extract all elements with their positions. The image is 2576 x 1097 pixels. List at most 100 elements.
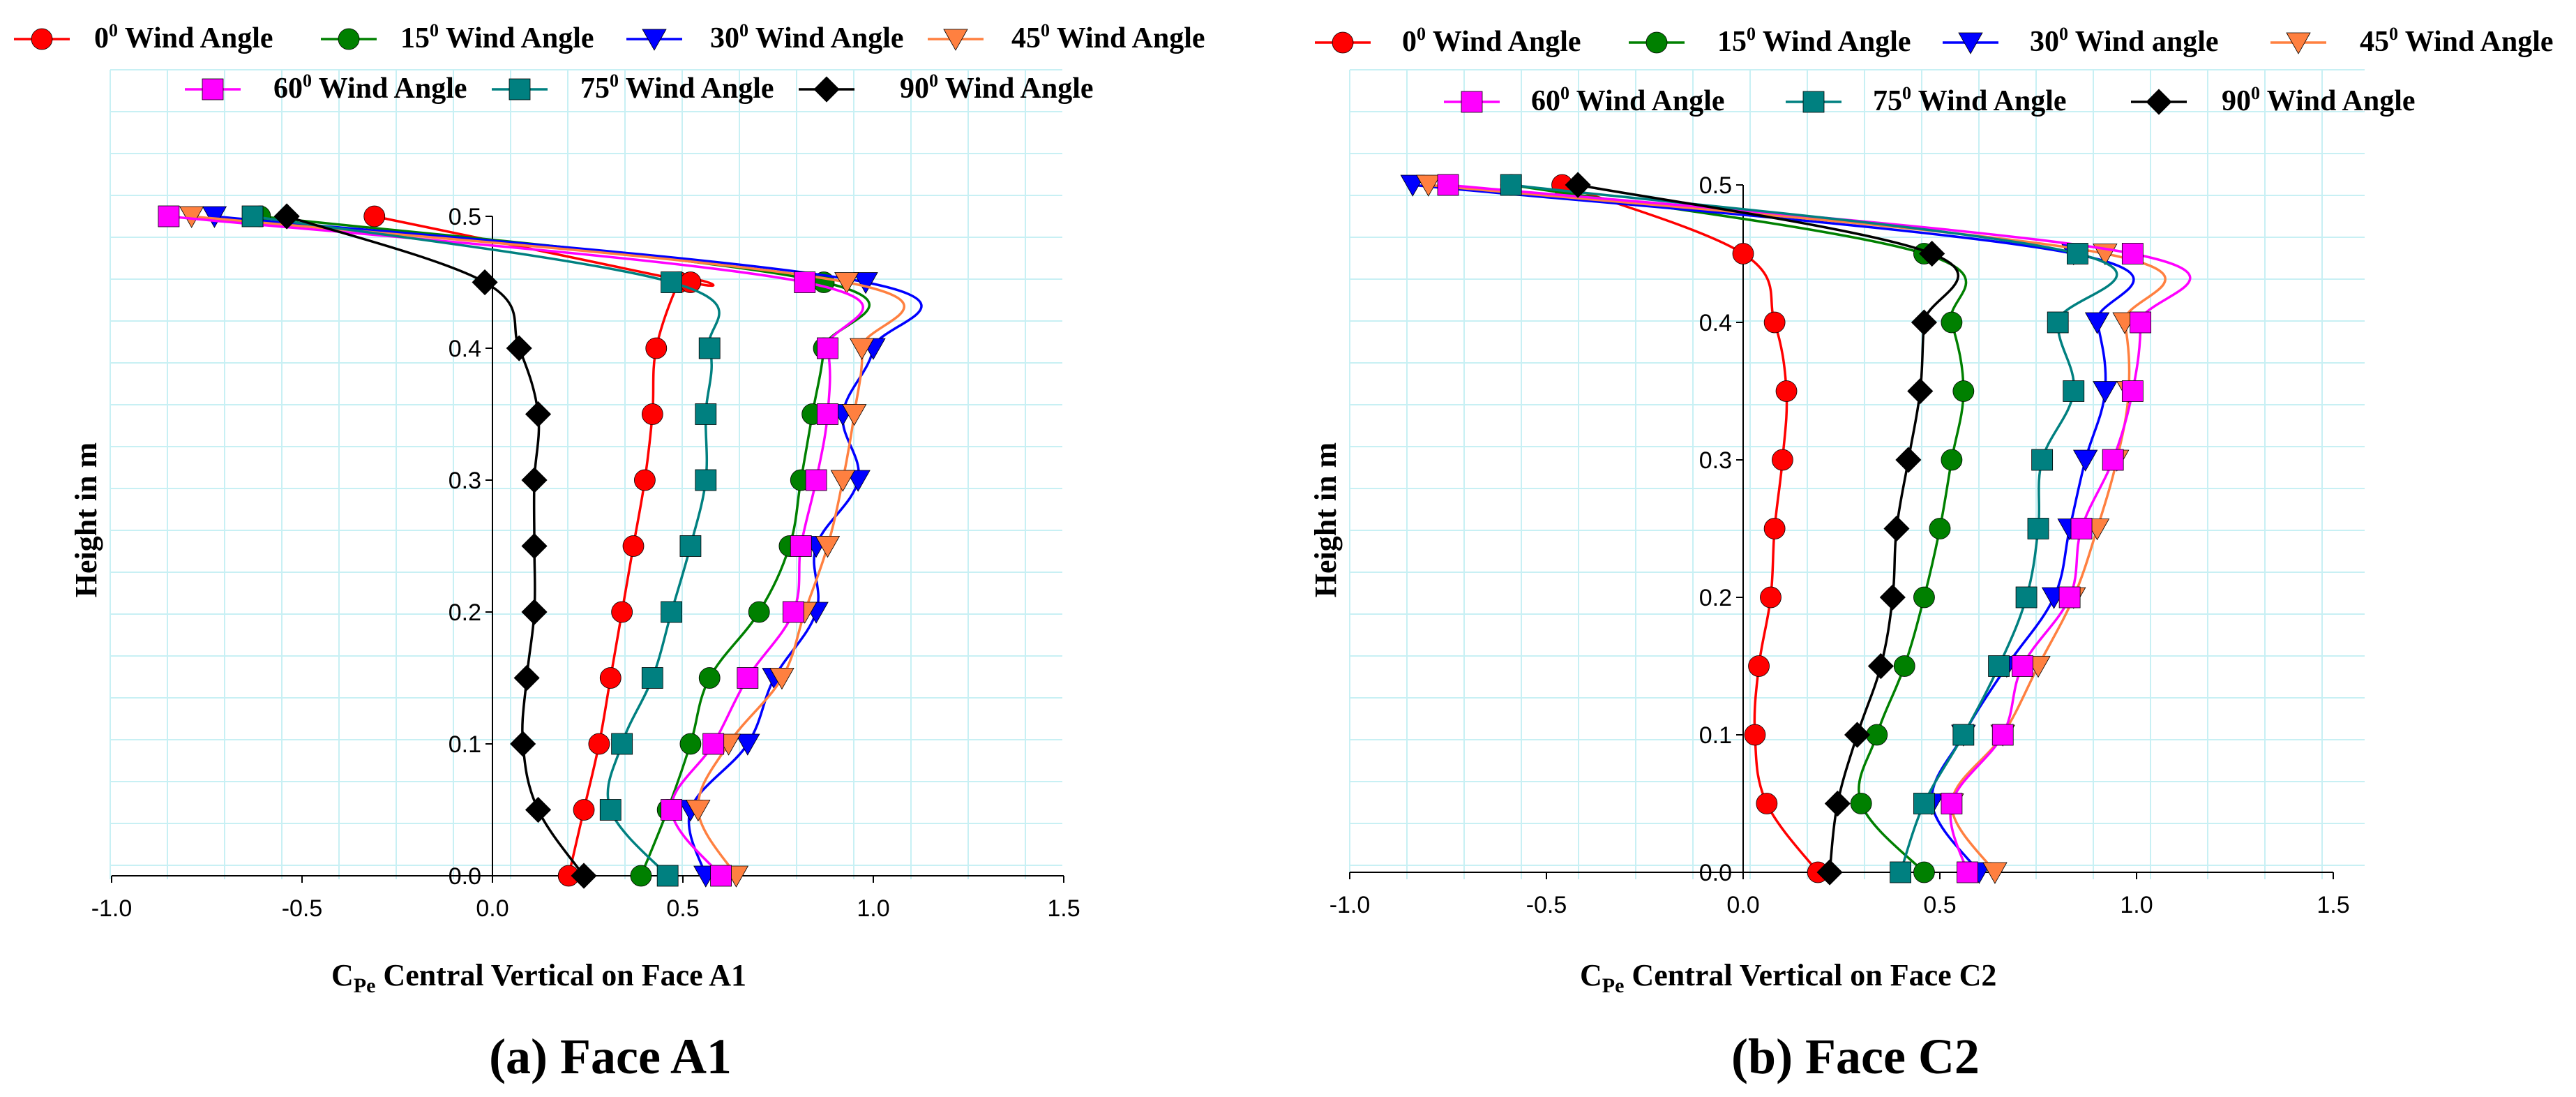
data-point xyxy=(2072,449,2098,472)
data-point xyxy=(842,404,867,426)
data-point xyxy=(573,799,595,821)
legend-marker xyxy=(813,76,840,103)
data-point xyxy=(695,469,717,491)
series-90-deg xyxy=(1565,172,1960,886)
x-tick-label: 1.5 xyxy=(1047,895,1080,922)
legend-marker xyxy=(943,29,968,51)
legend-item: 00 Wind Angle xyxy=(14,20,273,54)
x-tick-label: -0.5 xyxy=(282,895,323,922)
data-point xyxy=(1913,861,1935,883)
legend-marker xyxy=(1802,91,1825,113)
data-point xyxy=(510,731,536,757)
series-15-deg xyxy=(1500,174,1975,883)
legend-marker xyxy=(338,28,360,50)
data-point xyxy=(588,733,610,755)
legend-item: 600 Wind Angle xyxy=(185,70,467,105)
x-axis-title: CPe Central Vertical on Face A1 xyxy=(331,958,746,997)
data-point xyxy=(241,205,264,227)
data-point xyxy=(782,601,804,623)
data-point xyxy=(1913,586,1935,609)
data-point xyxy=(679,733,702,755)
y-tick-label: 0.2 xyxy=(449,599,481,626)
legend-label: 00 Wind Angle xyxy=(1402,24,1581,58)
data-point xyxy=(2015,586,2038,609)
data-point xyxy=(1952,724,1975,746)
x-tick-label: 0.5 xyxy=(666,895,699,922)
data-point xyxy=(834,272,859,294)
data-point xyxy=(815,536,841,558)
data-point xyxy=(1982,862,2008,884)
legend: 00 Wind Angle 150 Wind Angle 300 Wind Angl… xyxy=(14,20,1205,105)
legend: 00 Wind Angle 150 Wind Angle 300 Wind angl… xyxy=(1315,24,2554,117)
data-point xyxy=(1991,724,2014,746)
data-point xyxy=(1771,449,1793,471)
legend-item: 600 Wind Angle xyxy=(1444,83,1725,117)
data-point xyxy=(1565,172,1591,198)
legend-marker xyxy=(1461,91,1483,113)
data-point xyxy=(2047,311,2069,334)
data-point xyxy=(1844,722,1871,748)
data-point xyxy=(1816,859,1843,886)
series-60-deg xyxy=(158,205,864,887)
data-point xyxy=(599,667,622,689)
legend-item: 900 Wind Angle xyxy=(2131,83,2416,117)
data-point xyxy=(525,796,552,823)
grid xyxy=(110,69,1062,879)
y-tick-label: 0.3 xyxy=(449,468,481,494)
data-point xyxy=(1760,586,1782,609)
data-point xyxy=(695,403,717,425)
legend-marker xyxy=(642,29,667,51)
legend-marker xyxy=(2286,32,2311,54)
legend-item: 450 Wind Angle xyxy=(928,20,1205,54)
data-point xyxy=(1919,240,1945,267)
series-line xyxy=(1511,184,2118,873)
legend-marker xyxy=(2146,89,2172,115)
y-tick-label: 0.4 xyxy=(1699,310,1732,336)
data-point xyxy=(794,271,816,293)
data-point xyxy=(2070,518,2093,539)
chart-panel-face-a1: -1.0 -0.5 0.0 0.5 1.0 1.5 0.0 0.1 0.2 0.3 0.4 0.5 00… xyxy=(14,20,1205,1084)
panel-caption: (a) Face A1 xyxy=(489,1029,732,1084)
series-0-deg xyxy=(1551,174,1829,883)
data-point xyxy=(1957,861,1978,883)
data-point xyxy=(2012,655,2033,677)
data-point xyxy=(698,337,721,359)
data-point xyxy=(702,733,725,755)
data-point xyxy=(472,269,498,296)
data-point xyxy=(710,865,732,887)
series-line xyxy=(252,215,721,877)
data-point xyxy=(1416,174,1441,197)
data-point xyxy=(1883,515,1910,542)
x-tick-label: 0.0 xyxy=(1726,892,1759,918)
data-point xyxy=(641,403,663,425)
data-point xyxy=(634,469,656,491)
x-tick-label: 1.0 xyxy=(857,895,889,922)
data-point xyxy=(686,800,711,822)
y-axis-title: Height in m xyxy=(1309,442,1343,597)
data-point xyxy=(748,601,770,623)
series-line xyxy=(168,215,864,877)
x-tick-label: -1.0 xyxy=(91,895,133,922)
data-point xyxy=(521,467,548,493)
data-point xyxy=(1988,655,2010,677)
legend-label: 300 Wind Angle xyxy=(710,20,904,54)
legend-marker xyxy=(31,28,53,50)
series-line xyxy=(1428,184,2167,873)
legend-item: 750 Wind Angle xyxy=(1786,83,2067,117)
data-point xyxy=(1763,311,1786,334)
series-30-deg xyxy=(202,206,923,888)
data-point xyxy=(2121,380,2144,402)
data-point xyxy=(1400,174,1425,197)
y-tick-label: 0.2 xyxy=(1699,585,1732,611)
data-point xyxy=(2066,243,2088,264)
data-point xyxy=(1952,380,1975,402)
x-tick-label: 1.5 xyxy=(2317,892,2349,918)
panel-caption: (b) Face C2 xyxy=(1731,1029,1980,1084)
data-point xyxy=(2093,381,2118,403)
data-point xyxy=(363,205,386,227)
legend-item: 450 Wind Angle xyxy=(2270,24,2554,58)
data-point xyxy=(611,601,633,623)
data-point xyxy=(2058,586,2081,609)
data-point xyxy=(1893,655,1915,677)
